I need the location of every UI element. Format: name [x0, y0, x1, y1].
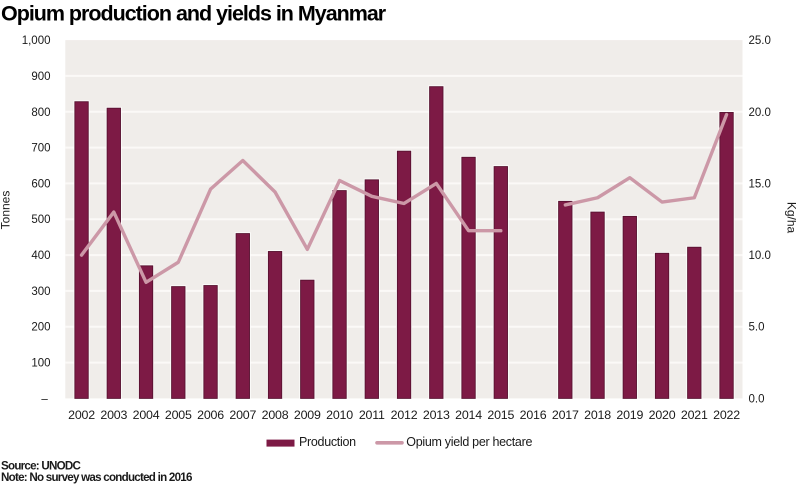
- svg-text:2017: 2017: [552, 408, 579, 422]
- svg-text:25.0: 25.0: [749, 35, 771, 47]
- svg-text:2006: 2006: [197, 408, 224, 422]
- svg-text:2008: 2008: [262, 408, 289, 422]
- svg-text:400: 400: [31, 250, 50, 262]
- svg-text:Opium yield per hectare: Opium yield per hectare: [406, 435, 532, 449]
- svg-text:2005: 2005: [165, 408, 192, 422]
- svg-text:2013: 2013: [423, 408, 450, 422]
- svg-text:200: 200: [31, 322, 50, 334]
- svg-text:2009: 2009: [294, 408, 321, 422]
- svg-text:300: 300: [31, 286, 50, 298]
- svg-text:Kg/ha: Kg/ha: [785, 202, 799, 234]
- svg-text:2012: 2012: [391, 408, 418, 422]
- svg-text:2016: 2016: [520, 408, 547, 422]
- svg-text:2019: 2019: [616, 408, 643, 422]
- svg-text:0.0: 0.0: [749, 393, 765, 405]
- svg-text:2022: 2022: [713, 408, 740, 422]
- svg-text:2003: 2003: [100, 408, 127, 422]
- svg-text:Opium production and yields in: Opium production and yields in Myanmar: [1, 1, 387, 25]
- svg-text:900: 900: [31, 71, 50, 83]
- svg-text:2021: 2021: [681, 408, 708, 422]
- svg-text:2004: 2004: [133, 408, 160, 422]
- svg-text:700: 700: [31, 143, 50, 155]
- svg-text:2010: 2010: [326, 408, 353, 422]
- svg-text:2015: 2015: [487, 408, 514, 422]
- svg-text:2011: 2011: [359, 408, 385, 422]
- svg-text:600: 600: [31, 178, 50, 190]
- svg-text:500: 500: [31, 214, 50, 226]
- svg-text:15.0: 15.0: [749, 178, 771, 190]
- svg-text:Tonnes: Tonnes: [0, 191, 13, 230]
- svg-text:Production: Production: [299, 435, 356, 449]
- svg-text:Source: UNODC: Source: UNODC: [1, 460, 82, 473]
- svg-text:800: 800: [31, 107, 50, 119]
- svg-text:100: 100: [31, 358, 50, 370]
- svg-text:5.0: 5.0: [749, 322, 765, 334]
- svg-text:2007: 2007: [229, 408, 256, 422]
- svg-text:2020: 2020: [649, 408, 676, 422]
- svg-text:2018: 2018: [584, 408, 611, 422]
- svg-text:Note: No survey was conducted: Note: No survey was conducted in 2016: [1, 471, 193, 484]
- svg-text:1,000: 1,000: [22, 35, 51, 47]
- svg-text:2002: 2002: [68, 408, 95, 422]
- svg-text:–: –: [41, 393, 48, 405]
- svg-text:20.0: 20.0: [749, 107, 771, 119]
- svg-text:2014: 2014: [455, 408, 482, 422]
- svg-text:10.0: 10.0: [749, 250, 771, 262]
